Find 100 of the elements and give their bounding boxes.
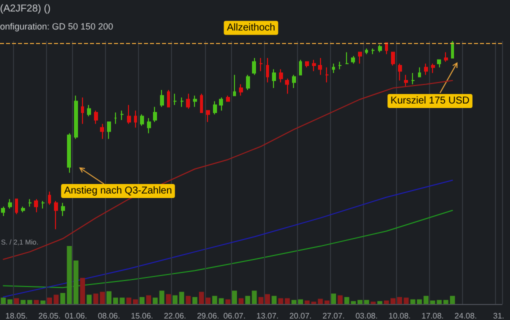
candlestick	[180, 96, 184, 108]
bar	[60, 292, 66, 304]
candlestick	[285, 78, 289, 94]
bar	[40, 300, 46, 304]
candlestick	[338, 61, 342, 70]
candlestick	[418, 66, 421, 78]
candlestick	[365, 48, 368, 55]
bar	[436, 300, 442, 304]
x-tick-label: 13.07.	[256, 312, 279, 320]
candlestick	[120, 110, 124, 121]
candlestick	[325, 66, 329, 83]
bar	[212, 296, 218, 304]
x-tick-label: 01.06.	[64, 312, 88, 320]
bar	[86, 294, 92, 304]
candlestick	[351, 56, 355, 64]
candlestick	[239, 84, 243, 96]
x-tick-label: 20.07.	[289, 312, 312, 320]
candlestick	[114, 112, 117, 124]
bar	[192, 297, 198, 304]
candlestick	[424, 63, 428, 76]
bar	[377, 301, 382, 304]
bar	[245, 296, 250, 304]
bar	[34, 300, 39, 304]
x-tick-label: 08.06.	[98, 312, 120, 320]
candlestick	[219, 96, 223, 112]
bar	[331, 294, 336, 304]
candlestick	[292, 74, 296, 89]
candlestick	[404, 74, 408, 87]
candlestick	[54, 200, 58, 230]
bar	[80, 278, 86, 304]
candlestick	[332, 63, 335, 74]
candlestick	[391, 52, 395, 66]
bar	[140, 297, 144, 304]
candlestick	[147, 118, 151, 134]
annotation: Anstieg nach Q3-Zahlen	[64, 186, 172, 196]
bar	[159, 290, 164, 304]
candlestick	[74, 95, 78, 140]
candlestick	[21, 206, 25, 213]
x-tick-label: 26.05.	[38, 312, 61, 320]
candlestick	[28, 198, 32, 208]
bar	[284, 298, 290, 304]
candlestick	[94, 110, 98, 124]
x-tick-label: 31.	[493, 312, 504, 320]
candlestick	[34, 198, 38, 213]
candlestick	[378, 44, 382, 53]
bar	[166, 294, 171, 304]
candlestick	[312, 59, 316, 72]
candlestick	[358, 52, 362, 64]
chart-subtitle: onfiguration: GD 50 150 200	[0, 22, 114, 32]
x-tick-label: 15.06.	[130, 312, 154, 320]
candlestick	[411, 72, 415, 85]
candlestick	[1, 206, 5, 217]
candlestick	[87, 104, 91, 117]
candlestick	[61, 202, 65, 217]
candlestick	[193, 95, 197, 108]
x-tick-label: 18.05.	[5, 312, 28, 320]
candlestick	[226, 95, 230, 102]
candlestick	[41, 200, 45, 210]
candlestick	[213, 100, 217, 115]
bar	[232, 290, 237, 304]
x-tick-label: 22.06.	[164, 312, 186, 320]
candlestick	[398, 63, 402, 82]
candlestick	[186, 93, 190, 110]
candlestick	[305, 61, 309, 68]
candlestick	[107, 121, 111, 140]
bar	[14, 298, 19, 304]
candlestick	[444, 52, 448, 62]
candlestick	[81, 96, 84, 124]
candlestick	[437, 59, 441, 68]
x-tick-label: 03.08.	[355, 312, 378, 320]
candlestick	[431, 63, 435, 74]
bar	[152, 298, 158, 304]
candlestick	[246, 74, 250, 90]
x-tick-label: 27.07.	[322, 312, 345, 320]
candlestick	[299, 59, 302, 76]
candlestick	[134, 110, 137, 128]
bar	[338, 295, 343, 304]
candlestick	[371, 48, 375, 55]
x-tick-label: 17.08.	[422, 312, 444, 320]
bar	[238, 298, 244, 304]
candlestick	[318, 57, 322, 76]
bar	[272, 296, 277, 304]
candlestick	[266, 57, 269, 83]
x-tick-label: 06.07.	[223, 312, 246, 320]
candlestick	[127, 104, 131, 124]
candlestick	[100, 123, 104, 140]
x-tick-label: 29.06.	[196, 312, 220, 320]
candlestick	[451, 40, 454, 58]
bar	[146, 295, 152, 304]
candlestick	[140, 114, 144, 126]
candlestick	[272, 68, 276, 89]
bar	[218, 298, 224, 304]
candlestick	[259, 57, 263, 72]
bar	[252, 290, 257, 304]
candlestick	[153, 106, 157, 122]
candlestick	[167, 89, 170, 108]
chart-title: (A2JF28) ()	[0, 4, 51, 14]
bar	[225, 299, 230, 304]
x-tick-label: 10.08.	[388, 312, 411, 320]
candlestick	[252, 57, 256, 76]
